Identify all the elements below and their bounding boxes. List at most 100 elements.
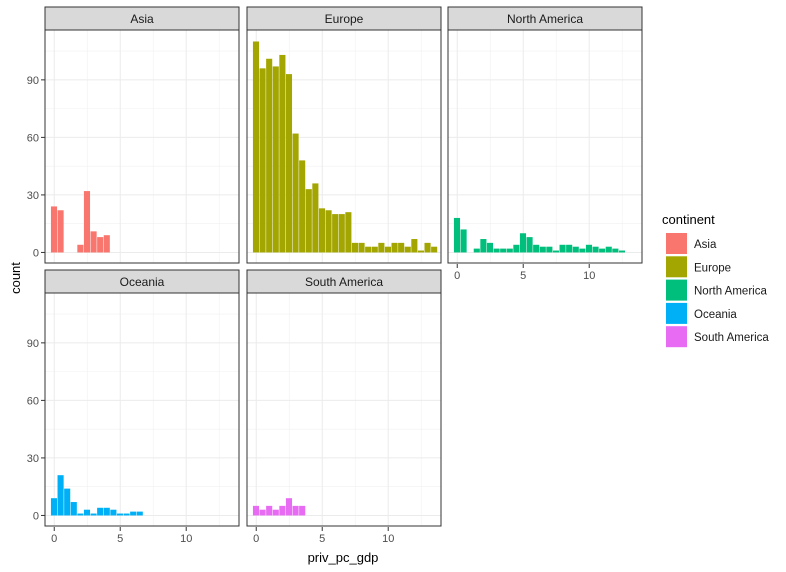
histogram-bar [90, 513, 97, 516]
histogram-bar [506, 248, 513, 253]
legend-label: South America [694, 332, 769, 344]
x-tick-label: 0 [454, 270, 460, 282]
histogram-bar [365, 246, 372, 253]
histogram-bar [533, 244, 540, 253]
y-axis-title: count [8, 262, 23, 294]
x-tick-label: 5 [520, 270, 526, 282]
histogram-bar [391, 242, 398, 253]
histogram-bar [460, 229, 467, 253]
histogram-bar [57, 475, 64, 516]
histogram-bar [345, 212, 352, 253]
histogram-bar [612, 248, 619, 253]
x-tick-label: 5 [117, 533, 123, 545]
plot-area-europe [246, 29, 442, 264]
histogram-bar [292, 133, 299, 253]
legend-title: continent [662, 212, 715, 227]
histogram-bar [130, 511, 137, 516]
histogram-bar [83, 191, 91, 253]
histogram-bar [272, 66, 279, 253]
facet-strip-label: Asia [130, 12, 154, 26]
histogram-bar [272, 509, 279, 516]
facet-panel-north-america: North America [447, 6, 643, 264]
histogram-bar [539, 246, 546, 253]
plot-area-south-america [246, 292, 442, 527]
panel-border [246, 29, 442, 264]
histogram-bar [417, 250, 425, 253]
legend-label: Asia [694, 239, 717, 251]
y-tick-label: 90 [27, 75, 39, 87]
histogram-bar [473, 248, 480, 253]
legend-key [666, 279, 687, 301]
legend-label: Europe [694, 262, 731, 274]
histogram-bar [97, 237, 104, 253]
histogram-bar [338, 214, 345, 253]
histogram-bar [77, 513, 84, 516]
panel-border [44, 292, 240, 527]
panel-background [247, 293, 441, 526]
histogram-bar [285, 498, 293, 516]
histogram-bar [398, 242, 405, 253]
histogram-bar [599, 248, 606, 253]
histogram-bar [325, 210, 332, 253]
histogram-bar [559, 244, 566, 253]
histogram-bar [279, 54, 286, 253]
x-axis-title: priv_pc_gdp [308, 550, 379, 565]
histogram-bar [572, 246, 579, 253]
histogram-bar [592, 246, 599, 253]
histogram-bar [546, 246, 553, 253]
histogram-bar [552, 250, 560, 253]
histogram-bar [519, 233, 527, 253]
histogram-bar [486, 242, 494, 253]
x-tick-label: 0 [253, 533, 259, 545]
x-axis-ticks: 0 5 10 0 5 10 0 5 10 [51, 264, 595, 545]
histogram-bar [424, 242, 431, 253]
histogram-bar [279, 505, 286, 516]
x-tick-label: 10 [583, 270, 595, 282]
histogram-bar [252, 505, 260, 516]
legend-label: Oceania [694, 309, 737, 321]
histogram-bar [285, 74, 293, 253]
y-tick-label: 30 [27, 453, 39, 465]
histogram-bar [299, 505, 306, 516]
panel-background [45, 293, 239, 526]
histogram-bar [404, 246, 411, 253]
legend-label: North America [694, 286, 767, 298]
histogram-bar [318, 208, 326, 253]
histogram-bar [83, 509, 91, 516]
histogram-bar [411, 239, 418, 253]
histogram-bar [64, 488, 71, 516]
histogram-bar [358, 242, 365, 253]
y-tick-label: 60 [27, 395, 39, 407]
histogram-bar [259, 68, 266, 253]
histogram-bar [50, 498, 58, 516]
histogram-bar [305, 189, 312, 253]
histogram-bar [493, 248, 500, 253]
histogram-bar [513, 244, 520, 253]
histogram-bar [332, 214, 339, 253]
histogram-bar [378, 242, 385, 253]
facet-strip-label: Europe [325, 12, 364, 26]
histogram-bar [123, 513, 130, 516]
facet-strip-label: Oceania [120, 275, 165, 289]
histogram-bar [50, 206, 58, 253]
histogram-bar [579, 248, 586, 253]
panel-border [447, 29, 643, 264]
facet-panel-south-america: South America [246, 269, 442, 527]
plot-area-oceania [44, 292, 240, 527]
histogram-bar [585, 244, 593, 253]
histogram-bar [371, 246, 378, 253]
legend-key [666, 302, 687, 324]
facet-panel-oceania: Oceania [44, 269, 240, 527]
y-tick-label: 90 [27, 338, 39, 350]
histogram-bar [453, 217, 461, 253]
histogram-bar [299, 160, 306, 253]
facet-strip-label: South America [305, 275, 383, 289]
y-tick-label: 0 [33, 247, 39, 259]
histogram-bar [480, 239, 487, 253]
legend: continent Asia Europe North America Oceania… [662, 212, 769, 348]
histogram-bar [97, 507, 104, 516]
y-tick-label: 60 [27, 132, 39, 144]
histogram-bar [312, 183, 319, 253]
x-tick-label: 0 [51, 533, 57, 545]
